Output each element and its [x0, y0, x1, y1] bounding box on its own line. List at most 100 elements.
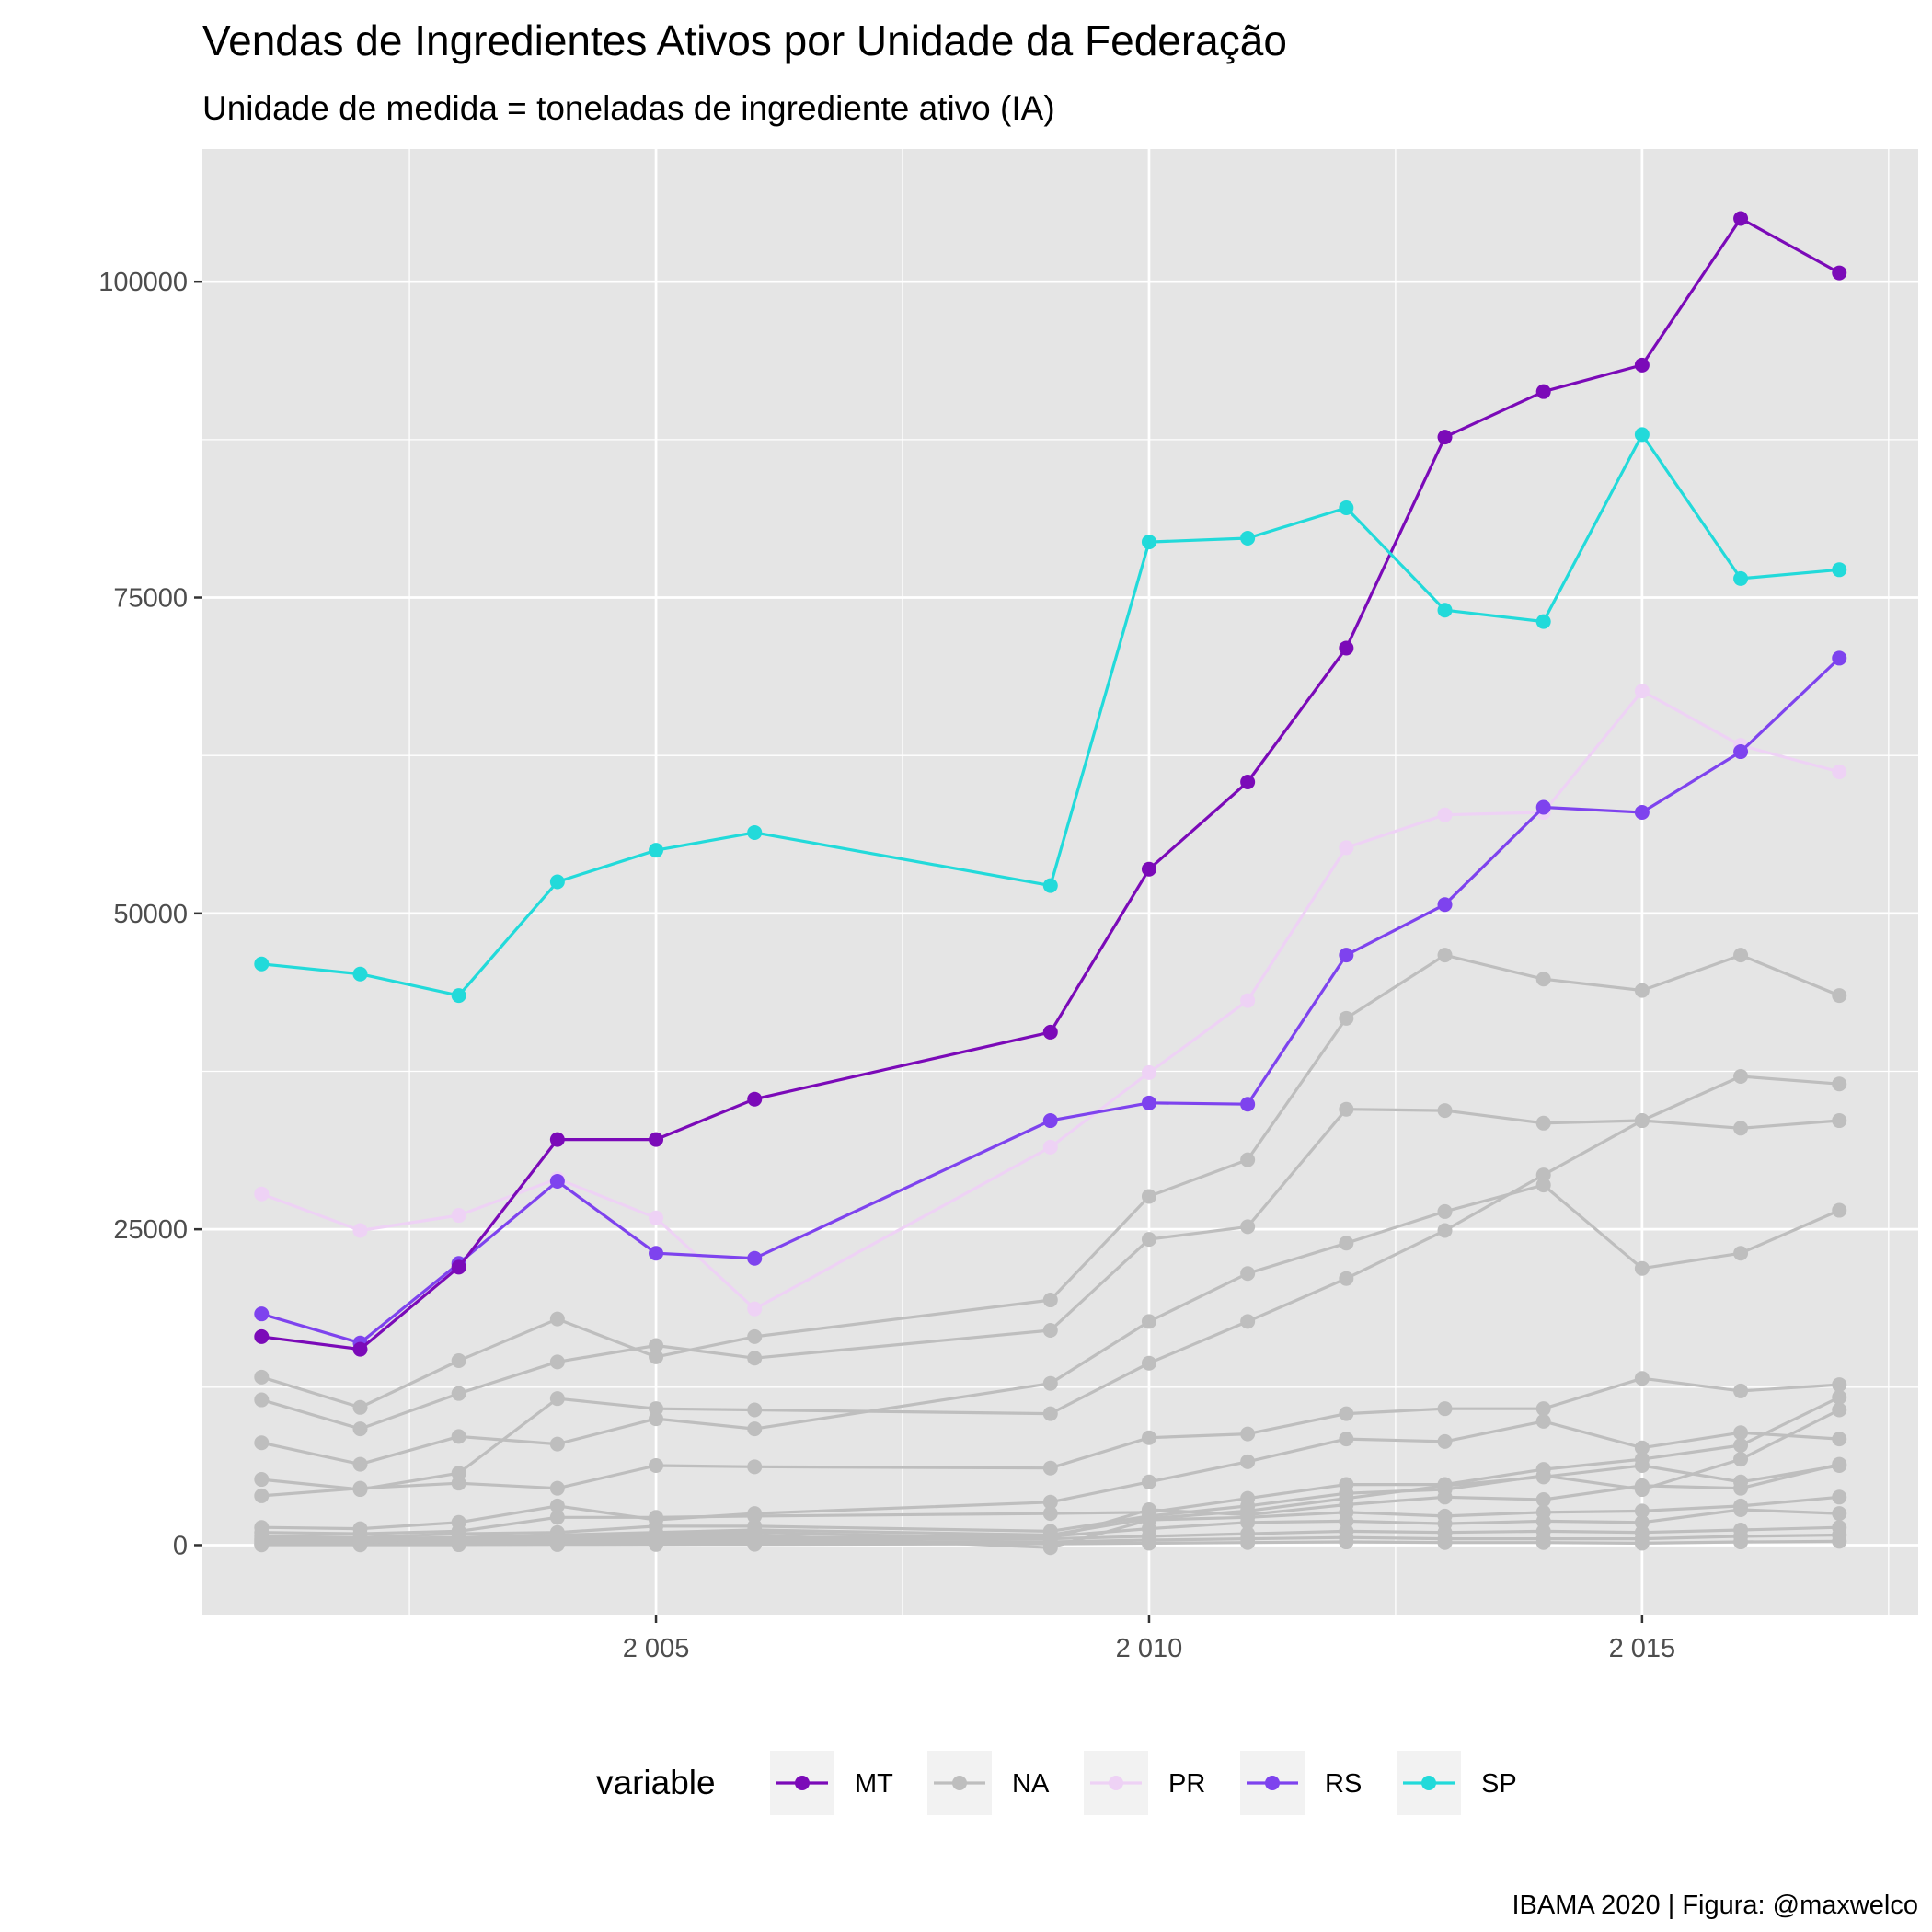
series-rs — [254, 650, 1847, 1351]
data-point-na — [1634, 1503, 1650, 1519]
data-point-na — [649, 1411, 664, 1427]
data-point-na — [451, 1429, 466, 1444]
data-point-na — [549, 1354, 565, 1370]
data-point-na — [1042, 1494, 1058, 1510]
data-point-na — [254, 1392, 270, 1408]
data-point-na — [1832, 1377, 1847, 1393]
data-point-na — [747, 1328, 763, 1344]
data-point-na — [1240, 1266, 1256, 1282]
data-point-rs — [1733, 744, 1749, 760]
data-point-na — [1240, 1514, 1256, 1530]
data-point-na — [1832, 1202, 1847, 1218]
series-na — [254, 948, 1847, 1415]
data-point-na — [747, 1402, 763, 1418]
data-point-na — [1437, 1203, 1453, 1219]
data-point-pr — [451, 1208, 466, 1224]
data-point-na — [549, 1311, 565, 1327]
data-point-na — [352, 1456, 368, 1472]
data-point-mt — [1339, 640, 1354, 656]
data-point-na — [1042, 1293, 1058, 1308]
data-point-na — [451, 1537, 466, 1553]
data-point-na — [1042, 1375, 1058, 1391]
data-point-na — [1437, 1535, 1453, 1550]
data-point-na — [1634, 1371, 1650, 1386]
data-point-pr — [1832, 765, 1847, 780]
data-point-mt — [1042, 1024, 1058, 1040]
data-point-na — [1634, 1478, 1650, 1493]
data-point-sp — [1339, 500, 1354, 516]
data-point-mt — [1634, 357, 1650, 373]
data-point-mt — [1832, 265, 1847, 281]
data-point-na — [549, 1536, 565, 1552]
data-point-na — [747, 1421, 763, 1437]
data-point-na — [1733, 1383, 1749, 1398]
legend-label: MT — [855, 1769, 893, 1799]
data-point-na — [1634, 1113, 1650, 1129]
data-point-na — [1437, 1401, 1453, 1417]
legend-label: SP — [1481, 1769, 1517, 1799]
y-tick-label: 75000 — [113, 584, 188, 614]
data-point-na — [1437, 948, 1453, 963]
data-point-na — [1634, 983, 1650, 998]
data-point-sp — [1240, 530, 1256, 546]
data-point-na — [1042, 1536, 1058, 1552]
chart-title: Vendas de Ingredientes Ativos por Unidad… — [202, 17, 1287, 64]
x-tick-label: 2 010 — [1116, 1634, 1183, 1663]
data-point-na — [1832, 1489, 1847, 1505]
legend-label: PR — [1168, 1769, 1205, 1799]
y-tick-label: 50000 — [113, 900, 188, 929]
data-point-pr — [1240, 993, 1256, 1008]
data-point-na — [1141, 1535, 1156, 1551]
data-point-na — [1832, 1506, 1847, 1522]
data-point-pr — [747, 1301, 763, 1317]
data-point-na — [1634, 1440, 1650, 1455]
legend-title: variable — [596, 1764, 716, 1801]
data-point-na — [1437, 1489, 1453, 1505]
data-point-na — [1733, 1437, 1749, 1453]
x-tick-label: 2 005 — [623, 1634, 690, 1663]
data-point-na — [1141, 1474, 1156, 1489]
data-point-na — [549, 1436, 565, 1452]
legend-key-point — [1421, 1776, 1436, 1790]
data-point-na — [1832, 1076, 1847, 1092]
minor-gridlines — [202, 149, 1918, 1615]
data-point-mt — [549, 1132, 565, 1147]
legend-key-point — [952, 1776, 967, 1790]
data-point-rs — [1042, 1113, 1058, 1129]
data-point-rs — [1141, 1095, 1156, 1110]
data-point-na — [451, 1476, 466, 1491]
data-point-na — [1832, 988, 1847, 1004]
data-point-sp — [451, 988, 466, 1004]
data-point-na — [352, 1480, 368, 1496]
legend: variable MT NA PR RS SP — [596, 1751, 1517, 1815]
chart-subtitle: Unidade de medida = toneladas de ingredi… — [202, 89, 1055, 127]
data-point-na — [1042, 1506, 1058, 1522]
data-point-na — [1733, 948, 1749, 963]
data-point-na — [1042, 1460, 1058, 1476]
data-point-na — [1832, 1456, 1847, 1472]
legend-label: NA — [1012, 1769, 1050, 1799]
data-point-na — [352, 1421, 368, 1437]
data-point-na — [1141, 1314, 1156, 1329]
data-point-na — [1535, 1413, 1551, 1429]
data-point-na — [1733, 1535, 1749, 1550]
legend-key-point — [1109, 1776, 1123, 1790]
data-point-sp — [747, 824, 763, 840]
data-point-rs — [254, 1306, 270, 1322]
data-point-na — [1535, 1513, 1551, 1529]
series-na — [254, 1371, 1847, 1503]
data-point-na — [1535, 1492, 1551, 1508]
data-point-sp — [1832, 562, 1847, 578]
data-point-mt — [1141, 861, 1156, 877]
data-point-sp — [649, 843, 664, 858]
chart-caption: IBAMA 2020 | Figura: @maxwelco — [1512, 1891, 1918, 1920]
data-point-na — [1141, 1430, 1156, 1445]
legend-key-point — [795, 1776, 810, 1790]
data-point-mt — [451, 1259, 466, 1275]
data-point-na — [1240, 1426, 1256, 1442]
data-point-na — [1634, 1457, 1650, 1473]
data-point-na — [1240, 1535, 1256, 1550]
data-point-na — [747, 1351, 763, 1366]
data-point-sp — [1141, 535, 1156, 550]
